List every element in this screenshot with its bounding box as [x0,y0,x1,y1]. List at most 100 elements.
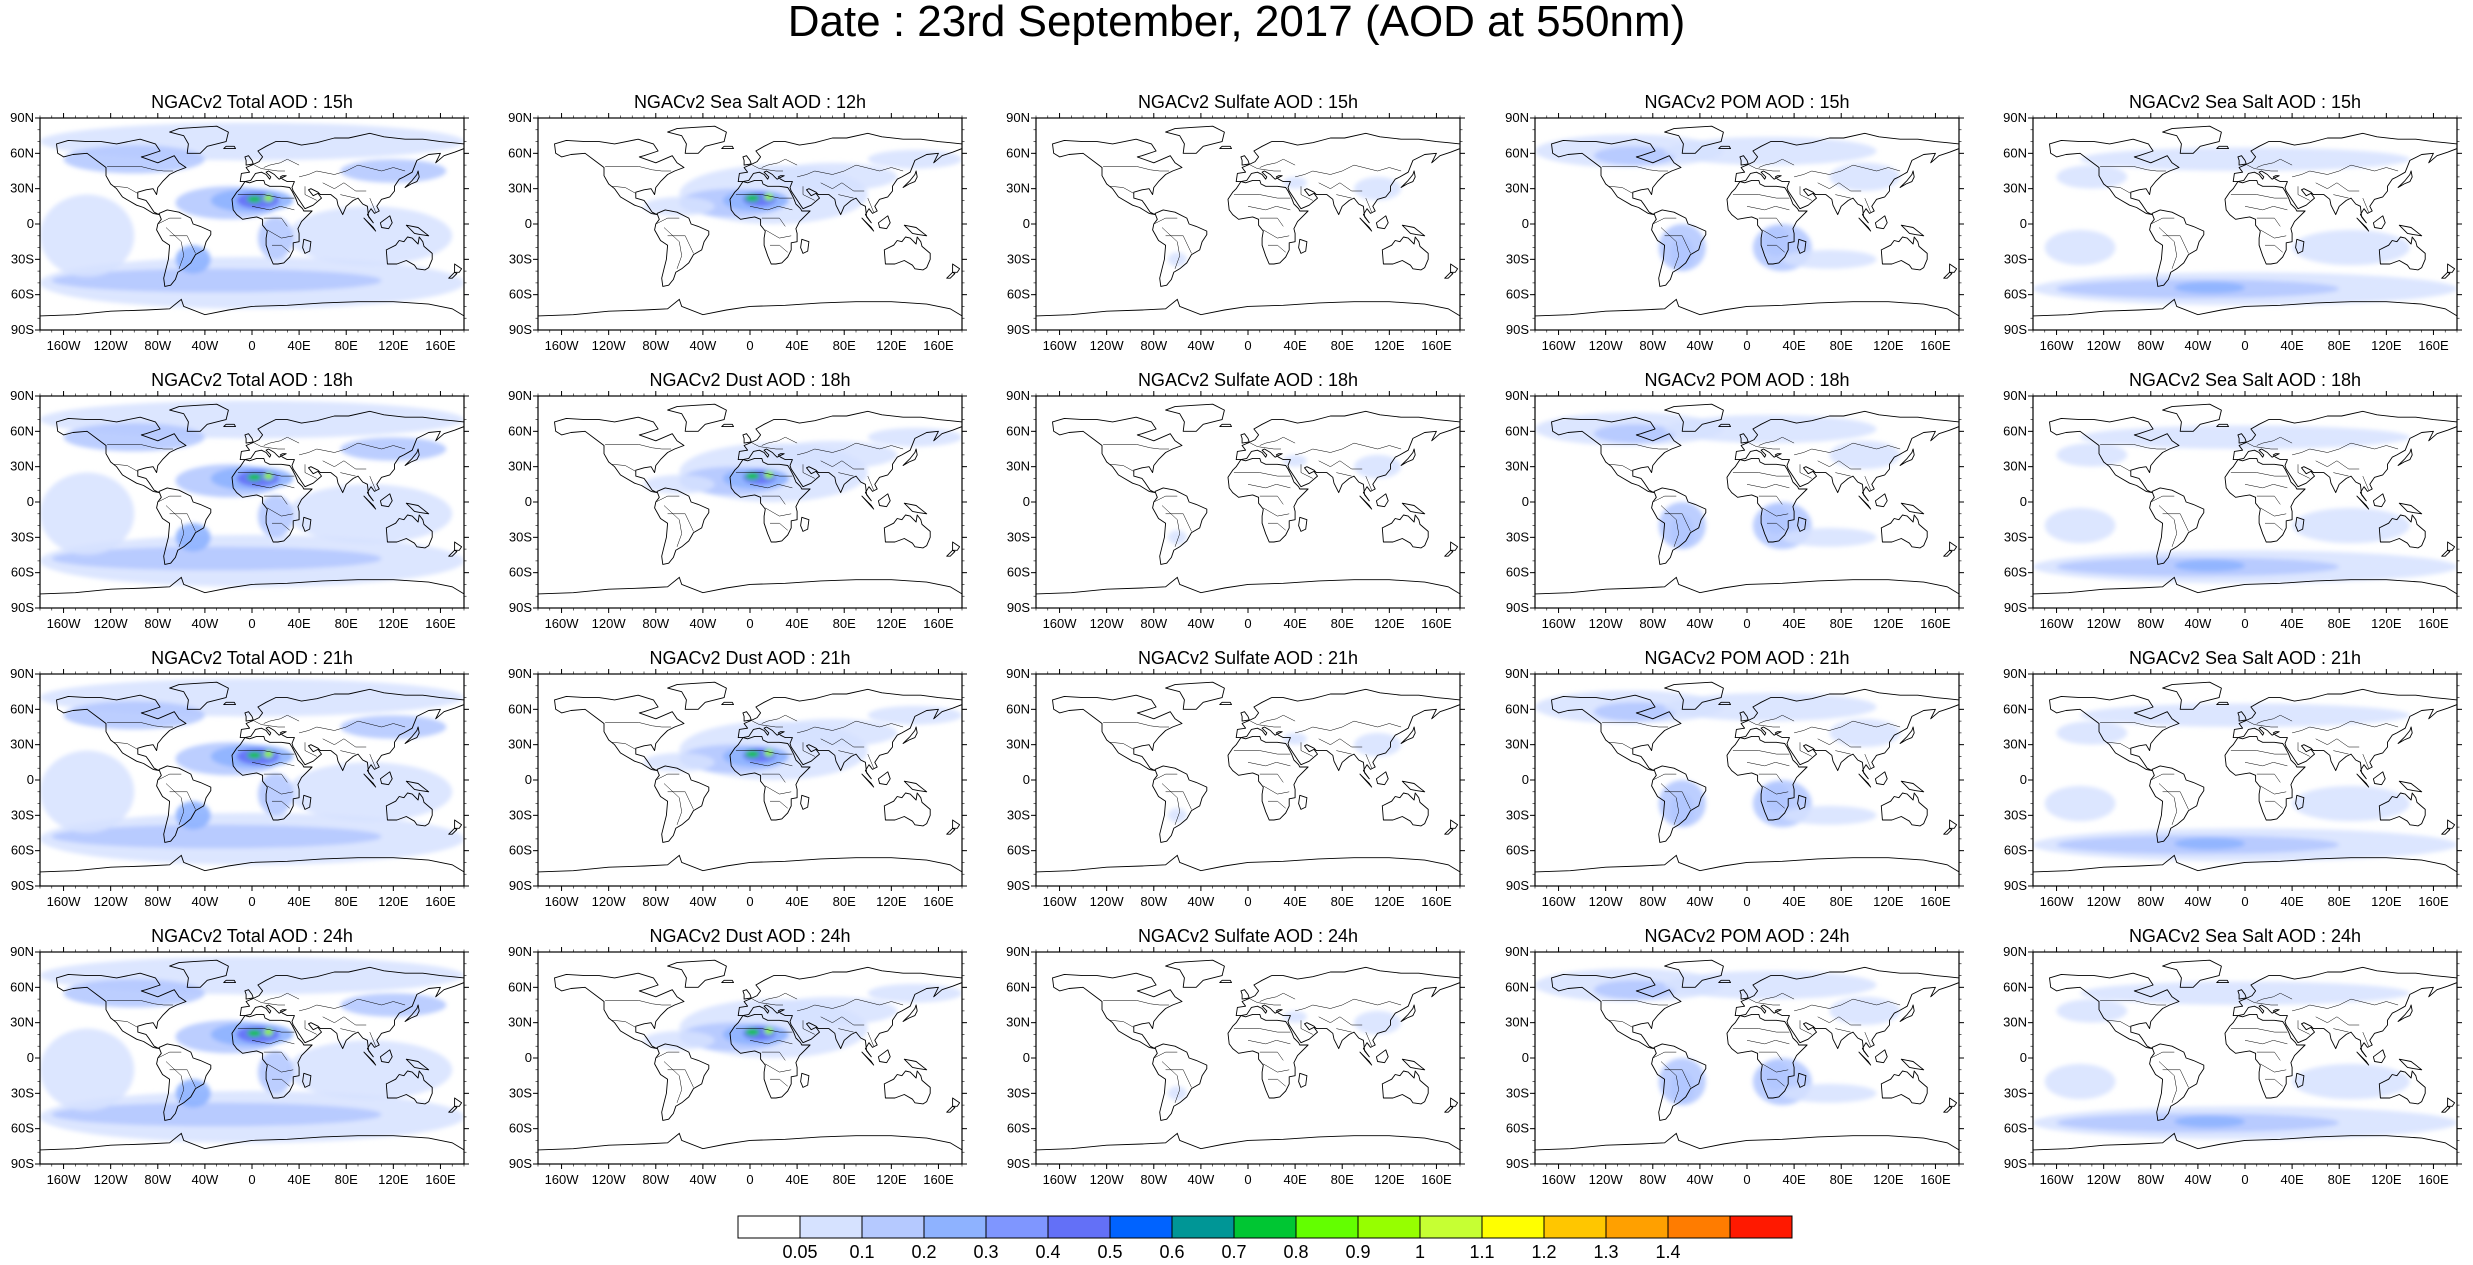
coastline [1227,735,1309,821]
lon-tick-label: 160E [2418,616,2449,631]
country-border [765,785,792,795]
coastline [1718,701,1731,706]
aerosol-plume [263,750,274,758]
lon-tick-label: 40E [288,616,311,631]
country-border [2150,495,2175,503]
coastline [1152,487,1208,565]
lon-tick-label: 160E [1421,616,1452,631]
country-border [735,472,793,477]
aerosol-plume [1829,718,1901,748]
coastline [1359,773,1373,788]
country-border [1153,773,1178,781]
aerosol-plume [63,145,205,174]
lon-tick-label: 120W [592,894,627,909]
country-border [663,505,682,547]
lon-tick-label: 80W [642,1172,669,1187]
coastline [2372,493,2386,508]
country-border [1664,1069,1691,1088]
lat-tick-label: 30N [1006,459,1030,474]
lon-tick-label: 120W [1090,1172,1125,1187]
coastline [363,773,377,788]
coastline [952,263,961,273]
lon-tick-label: 160E [1421,338,1452,353]
lon-tick-label: 80E [1830,894,1853,909]
colorbar-label: 1.4 [1655,1242,1680,1262]
country-border [1799,742,1812,757]
aerosol-plume [2080,981,2410,1005]
map-panel-total-r2: NGACv2 Total AOD : 18h 90N 60N 30N 0 30S 60S 90… [0,370,494,642]
country-border [2247,164,2278,172]
coastline [2378,514,2426,549]
coastline [1219,423,1232,428]
country-border [2297,742,2310,757]
country-border [1263,229,1290,239]
coastline [1235,966,1460,1058]
colorbar-label: 1.3 [1593,1242,1618,1262]
coastline [903,1058,928,1071]
country-border [820,182,865,192]
coastline [1535,1132,1959,1151]
lon-tick-label: 40W [192,338,219,353]
lon-tick-label: 160W [1043,616,1078,631]
lat-tick-label: 90N [508,388,532,403]
coastline [454,263,463,273]
country-border [1758,158,1795,168]
country-border [2260,507,2287,517]
country-border [2333,472,2349,477]
country-border [1864,754,1871,769]
lat-tick-label: 30S [1007,529,1030,544]
coastline [538,576,962,595]
aerosol-plume [257,1050,294,1094]
country-border [838,1028,854,1033]
country-border [2362,476,2369,491]
country-border [272,1078,290,1087]
country-border [2260,1063,2287,1073]
aerosol-plume [40,1028,135,1111]
coastline [2356,495,2370,510]
coastline [2295,238,2305,254]
coastline [40,298,464,317]
aod-map: 90N 60N 30N 0 30S 60S 90S 160W 120W 80W 40W 0 40E 80E… [1006,944,1465,1187]
aerosol-plume [767,996,898,1026]
aerosol-plume [2174,559,2245,572]
coastline [1535,854,1959,873]
lon-tick-label: 80E [1331,616,1354,631]
coastline [1240,989,1250,1000]
lat-tick-label: 90S [1007,878,1030,893]
lat-tick-label: 90N [1505,666,1529,681]
aerosol-plume [247,473,262,481]
lat-tick-label: 60N [10,701,34,716]
aerosol-plume [745,194,760,202]
aerosol-plume [764,1027,774,1035]
coastline [946,1105,956,1113]
country-border [2333,194,2349,199]
coastline [1298,1072,1308,1088]
colorbar-swatch [1295,1215,1359,1239]
aerosol-plume [287,762,453,822]
colorbar-label: 0.9 [1345,1242,1370,1262]
coastline [737,132,962,224]
country-border [1295,998,1402,1012]
country-border [1161,505,1180,547]
lon-tick-label: 120W [1589,338,1624,353]
lat-tick-label: 60N [1006,701,1030,716]
country-border [867,476,874,491]
coastline [1381,1070,1429,1105]
country-border [169,1069,196,1088]
map-panel-seasalt-r3: NGACv2 Sea Salt AOD : 21h 90N 60N 30N 0 30S 60… [1993,648,2473,920]
lat-tick-label: 30N [10,181,34,196]
coastline [454,819,463,829]
lat-tick-label: 30S [1007,1085,1030,1100]
coastline [244,433,254,444]
country-border [1365,476,1372,491]
lat-tick-label: 90S [1007,322,1030,337]
aerosol-plume [51,546,382,571]
country-border [1817,182,1862,192]
country-border [1247,484,1291,489]
coastline [454,1097,463,1107]
map-panel-pom-r2: NGACv2 POM AOD : 18h 90N 60N 30N 0 30S 60S 90S 1… [1495,370,1989,642]
coastline [1401,502,1426,515]
country-border [1758,773,1783,783]
lat-tick-label: 30N [1006,181,1030,196]
lat-tick-label: 90N [1006,110,1030,125]
